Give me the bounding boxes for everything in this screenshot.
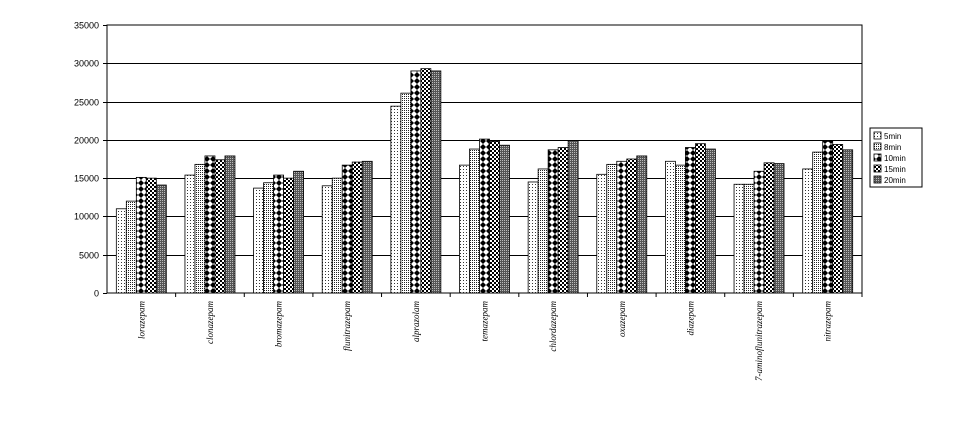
y-tick-labels: 0 5000 10000 15000 20000 25000 30000 35000: [74, 21, 99, 299]
legend-label-5min: 5min: [884, 132, 901, 141]
legend-label-8min: 8min: [884, 143, 901, 152]
bar-5min-clonazepam: [184, 174, 196, 294]
bar-20min-nitrazepam: [842, 149, 854, 294]
category-label: diazepam: [685, 301, 695, 336]
bar-8min-7-aminoflunitrazepam: [743, 183, 755, 294]
bar-15min-lorazepam: [145, 177, 157, 294]
bar-5min-diazepam: [665, 160, 676, 294]
bar-5min-temazepam: [459, 164, 470, 294]
category-label: chlordazepam: [548, 301, 558, 352]
bar-15min-alprazolam: [420, 68, 432, 294]
bar-8min-nitrazepam: [812, 151, 824, 294]
bar-8min-oxazepam: [606, 163, 618, 294]
bar-15min-flunitrazepam: [351, 161, 363, 294]
bar-20min-clonazepam: [224, 155, 236, 294]
bar-8min-clonazepam: [194, 163, 206, 294]
legend-swatch-8min: [873, 142, 882, 151]
legend-swatch-15min: [873, 164, 882, 173]
bar-20min-lorazepam: [155, 184, 167, 294]
legend-swatch-5min: [873, 131, 882, 140]
bar-5min-nitrazepam: [802, 168, 814, 294]
legend-swatch-20min: [873, 175, 882, 184]
bar-5min-lorazepam: [115, 208, 127, 294]
bar-20min-temazepam: [499, 144, 510, 294]
category-label: alprazolam: [411, 301, 421, 343]
bar-10min-bromazepam: [273, 174, 284, 294]
y-tick-label: 35000: [74, 21, 99, 31]
bar-5min-oxazepam: [596, 173, 608, 294]
bar-8min-chlordazepam: [537, 168, 549, 294]
bar-8min-diazepam: [675, 164, 686, 294]
category-label: nitrazepam: [823, 300, 833, 341]
bar-5min-7-aminoflunitrazepam: [733, 183, 745, 294]
bar-10min-lorazepam: [135, 176, 147, 294]
bar-5min-alprazolam: [390, 105, 402, 294]
bar-10min-chlordazepam: [547, 149, 559, 294]
bar-15min-temazepam: [489, 140, 500, 294]
category-label: clonazepam: [205, 301, 215, 344]
bar-15min-7-aminoflunitrazepam: [763, 162, 775, 294]
bar-15min-clonazepam: [214, 159, 226, 294]
bar-5min-bromazepam: [253, 187, 264, 294]
y-tick-label: 30000: [74, 59, 99, 69]
bar-20min-alprazolam: [430, 70, 442, 294]
y-tick-label: 20000: [74, 136, 99, 146]
legend-swatch-10min: [873, 153, 882, 162]
y-tick-label: 5000: [79, 251, 99, 261]
bar-10min-clonazepam: [204, 155, 216, 294]
category-label: 7-aminoflunitrazepam: [754, 301, 764, 381]
bar-10min-nitrazepam: [822, 140, 834, 294]
bar-8min-flunitrazepam: [331, 177, 343, 294]
bar-20min-oxazepam: [636, 155, 648, 294]
bar-8min-lorazepam: [125, 200, 137, 294]
bar-10min-oxazepam: [616, 160, 628, 294]
y-tick-label: 25000: [74, 98, 99, 108]
bar-15min-diazepam: [695, 143, 706, 294]
legend-label-20min: 20min: [884, 176, 906, 185]
category-label: oxazepam: [617, 301, 627, 337]
category-labels: lorazepam clonazepam bromazepam flunitrazep…: [136, 300, 832, 381]
bar-10min-alprazolam: [410, 70, 422, 294]
bar-10min-temazepam: [479, 138, 490, 294]
y-tick-label: 15000: [74, 174, 99, 184]
bar-20min-7-aminoflunitrazepam: [773, 163, 785, 294]
bar-10min-diazepam: [685, 147, 696, 294]
bar-15min-nitrazepam: [832, 144, 844, 294]
bar-15min-chlordazepam: [557, 147, 569, 294]
y-tick-label: 0: [94, 289, 99, 299]
bar-8min-bromazepam: [263, 182, 274, 294]
bar-10min-flunitrazepam: [341, 164, 353, 294]
bar-20min-flunitrazepam: [361, 160, 373, 294]
legend: 5min 8min 10min 15min 20min: [869, 127, 923, 188]
category-label: flunitrazepam: [342, 301, 352, 352]
bar-8min-temazepam: [469, 148, 480, 294]
legend-label-10min: 10min: [884, 154, 906, 163]
category-label: temazepam: [480, 301, 490, 342]
y-tick-label: 10000: [74, 212, 99, 222]
category-label: bromazepam: [274, 301, 284, 348]
bar-10min-7-aminoflunitrazepam: [753, 170, 765, 294]
bar-20min-bromazepam: [293, 170, 304, 294]
bars: [115, 68, 854, 294]
bar-20min-chlordazepam: [567, 140, 579, 294]
legend-label-15min: 15min: [884, 165, 906, 174]
bar-20min-diazepam: [705, 148, 716, 294]
bar-8min-alprazolam: [400, 92, 412, 294]
bar-15min-bromazepam: [283, 177, 294, 294]
bar-5min-flunitrazepam: [321, 185, 333, 294]
bar-15min-oxazepam: [626, 158, 638, 294]
bar-5min-chlordazepam: [527, 181, 539, 294]
category-label: lorazepam: [136, 301, 146, 340]
